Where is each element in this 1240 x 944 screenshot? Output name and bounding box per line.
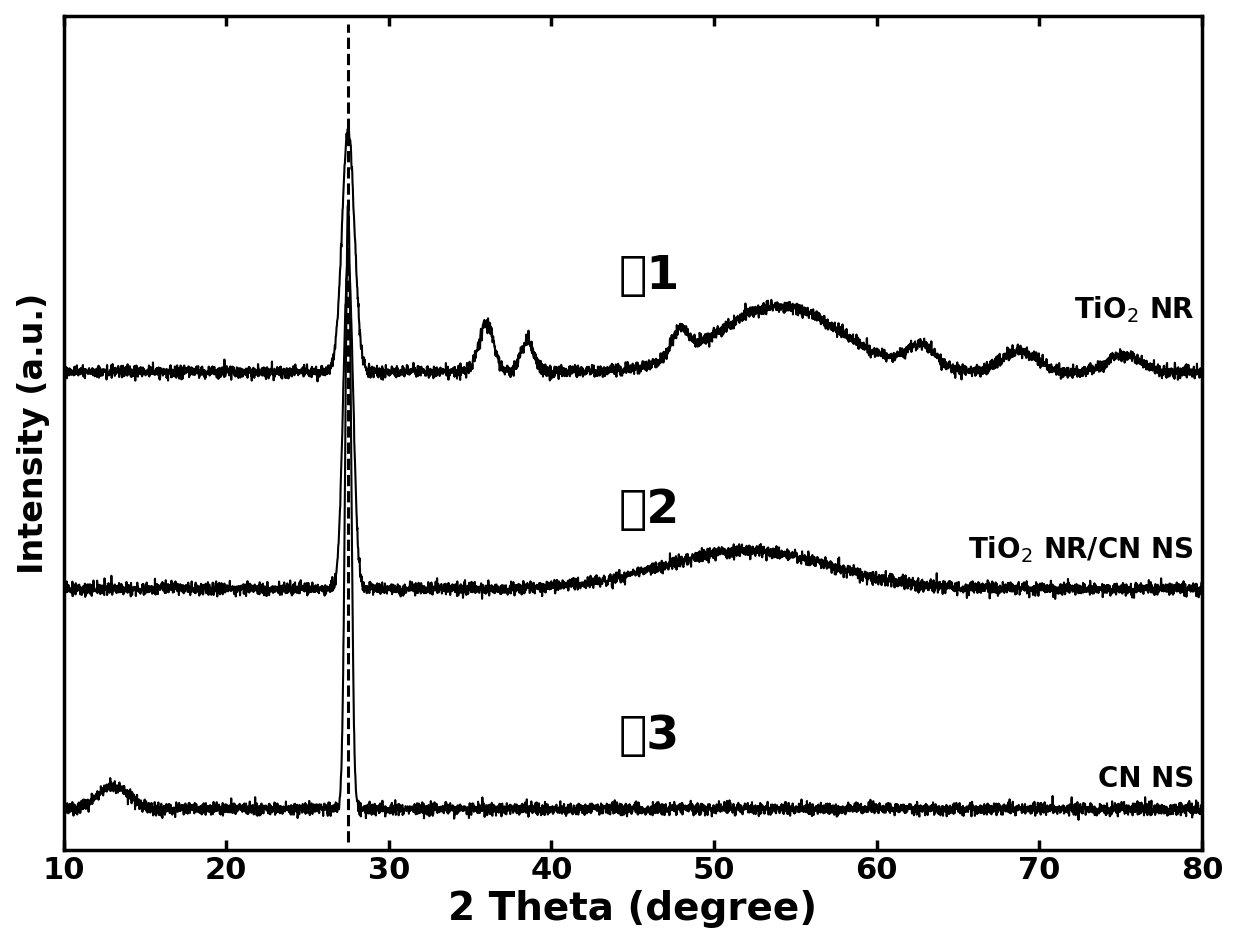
Text: 线3: 线3 bbox=[619, 713, 680, 758]
X-axis label: 2 Theta (degree): 2 Theta (degree) bbox=[448, 889, 817, 927]
Text: 线1: 线1 bbox=[619, 254, 680, 299]
Text: TiO$_2$ NR/CN NS: TiO$_2$ NR/CN NS bbox=[968, 533, 1194, 565]
Text: 线2: 线2 bbox=[619, 488, 680, 532]
Y-axis label: Intensity (a.u.): Intensity (a.u.) bbox=[16, 293, 50, 574]
Text: TiO$_2$ NR: TiO$_2$ NR bbox=[1074, 294, 1194, 324]
Text: CN NS: CN NS bbox=[1097, 765, 1194, 793]
